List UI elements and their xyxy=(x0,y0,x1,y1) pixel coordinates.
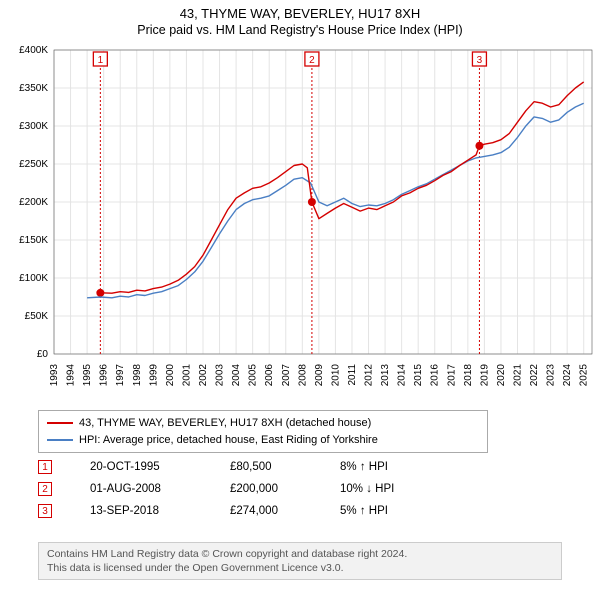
svg-text:2024: 2024 xyxy=(562,364,573,387)
svg-text:£0: £0 xyxy=(37,349,49,360)
svg-text:2006: 2006 xyxy=(264,364,275,387)
svg-text:2015: 2015 xyxy=(413,364,424,387)
svg-text:2008: 2008 xyxy=(297,364,308,387)
marker-badge: 1 xyxy=(38,460,52,474)
marker-date: 13-SEP-2018 xyxy=(90,505,230,517)
legend-swatch-hpi xyxy=(47,439,73,441)
legend-swatch-subject xyxy=(47,422,73,424)
title-block: 43, THYME WAY, BEVERLEY, HU17 8XH Price … xyxy=(0,0,600,39)
svg-text:2012: 2012 xyxy=(364,364,375,387)
svg-text:2020: 2020 xyxy=(496,364,507,387)
svg-text:2018: 2018 xyxy=(463,364,474,387)
legend-label-subject: 43, THYME WAY, BEVERLEY, HU17 8XH (detac… xyxy=(79,415,371,432)
svg-text:£100K: £100K xyxy=(19,273,48,284)
chart-area: £0 £50K £100K £150K £200K £250K £300K £350K £400… xyxy=(0,42,600,402)
legend: 43, THYME WAY, BEVERLEY, HU17 8XH (detac… xyxy=(38,410,488,453)
marker-delta: 8% ↑ HPI xyxy=(340,461,460,473)
svg-text:£50K: £50K xyxy=(25,311,49,322)
svg-text:2023: 2023 xyxy=(546,364,557,387)
marker-row: 2 01-AUG-2008£200,00010% ↓ HPI xyxy=(38,478,460,500)
marker-badge-cell: 1 xyxy=(38,460,90,474)
legend-row-hpi: HPI: Average price, detached house, East… xyxy=(47,432,479,449)
chart-subtitle: Price paid vs. HM Land Registry's House … xyxy=(0,23,600,37)
svg-text:2010: 2010 xyxy=(330,364,341,387)
svg-text:2007: 2007 xyxy=(281,364,292,387)
marker-price: £80,500 xyxy=(230,461,340,473)
footer-line2: This data is licensed under the Open Gov… xyxy=(47,561,553,575)
attribution-footer: Contains HM Land Registry data © Crown c… xyxy=(38,542,562,580)
svg-text:2017: 2017 xyxy=(446,364,457,387)
marker-badge: 3 xyxy=(38,504,52,518)
svg-text:1: 1 xyxy=(98,55,104,66)
svg-text:2011: 2011 xyxy=(347,364,358,386)
svg-text:£350K: £350K xyxy=(19,83,48,94)
svg-text:1999: 1999 xyxy=(148,364,159,387)
chart-container: 43, THYME WAY, BEVERLEY, HU17 8XH Price … xyxy=(0,0,600,590)
chart-svg: £0 £50K £100K £150K £200K £250K £300K £350K £400… xyxy=(0,42,600,402)
svg-text:1997: 1997 xyxy=(115,364,126,387)
marker-row: 1 20-OCT-1995£80,5008% ↑ HPI xyxy=(38,456,460,478)
svg-text:2003: 2003 xyxy=(215,364,226,387)
footer-line1: Contains HM Land Registry data © Crown c… xyxy=(47,547,553,561)
svg-text:1995: 1995 xyxy=(82,364,93,387)
marker-delta: 5% ↑ HPI xyxy=(340,505,460,517)
svg-text:1993: 1993 xyxy=(49,364,60,387)
svg-text:1994: 1994 xyxy=(66,364,77,387)
svg-text:2000: 2000 xyxy=(165,364,176,387)
svg-text:2001: 2001 xyxy=(181,364,192,387)
svg-text:£200K: £200K xyxy=(19,197,48,208)
svg-text:2005: 2005 xyxy=(248,364,259,387)
svg-text:1996: 1996 xyxy=(99,364,110,387)
legend-row-subject: 43, THYME WAY, BEVERLEY, HU17 8XH (detac… xyxy=(47,415,479,432)
marker-delta: 10% ↓ HPI xyxy=(340,483,460,495)
marker-row: 3 13-SEP-2018£274,0005% ↑ HPI xyxy=(38,500,460,522)
svg-text:2: 2 xyxy=(309,55,315,66)
svg-text:£300K: £300K xyxy=(19,121,48,132)
svg-text:3: 3 xyxy=(477,55,483,66)
marker-badge: 2 xyxy=(38,482,52,496)
chart-title-address: 43, THYME WAY, BEVERLEY, HU17 8XH xyxy=(0,6,600,21)
legend-label-hpi: HPI: Average price, detached house, East… xyxy=(79,432,378,449)
marker-badge-cell: 3 xyxy=(38,504,90,518)
svg-text:2016: 2016 xyxy=(430,364,441,387)
svg-text:2004: 2004 xyxy=(231,364,242,387)
marker-badge-cell: 2 xyxy=(38,482,90,496)
marker-price: £200,000 xyxy=(230,483,340,495)
svg-text:2022: 2022 xyxy=(529,364,540,387)
svg-text:2002: 2002 xyxy=(198,364,209,387)
svg-text:£400K: £400K xyxy=(19,45,48,56)
marker-date: 20-OCT-1995 xyxy=(90,461,230,473)
marker-price: £274,000 xyxy=(230,505,340,517)
sale-markers-table: 1 20-OCT-1995£80,5008% ↑ HPI 2 01-AUG-2008£… xyxy=(38,456,460,522)
svg-text:2009: 2009 xyxy=(314,364,325,387)
svg-text:£250K: £250K xyxy=(19,159,48,170)
marker-date: 01-AUG-2008 xyxy=(90,483,230,495)
svg-text:2021: 2021 xyxy=(513,364,524,387)
svg-text:2013: 2013 xyxy=(380,364,391,387)
svg-text:2025: 2025 xyxy=(579,364,590,387)
svg-text:£150K: £150K xyxy=(19,235,48,246)
svg-text:2014: 2014 xyxy=(397,364,408,387)
svg-text:1998: 1998 xyxy=(132,364,143,387)
svg-text:2019: 2019 xyxy=(479,364,490,387)
